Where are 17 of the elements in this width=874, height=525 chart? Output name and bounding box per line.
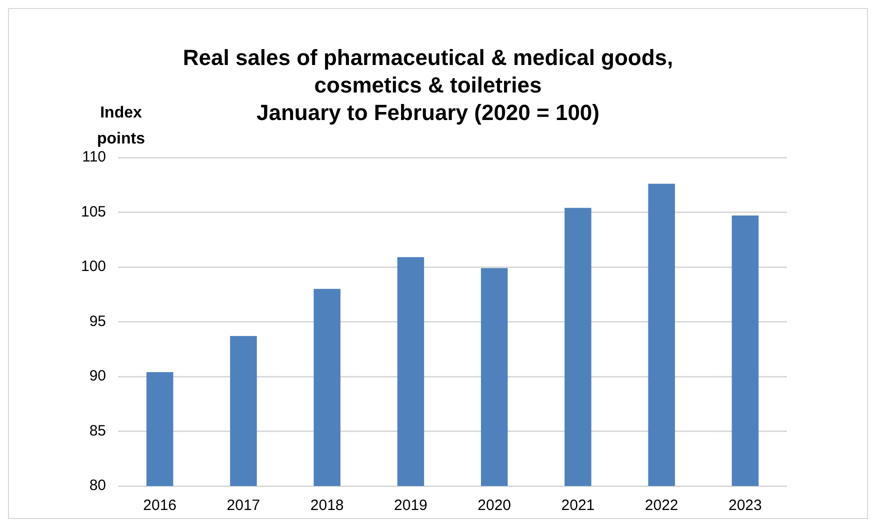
y-tick-label: 105 bbox=[80, 203, 106, 220]
x-tick-label: 2020 bbox=[478, 497, 512, 514]
y-tick-label: 85 bbox=[89, 422, 106, 440]
x-tick-label: 2018 bbox=[310, 497, 344, 514]
y-tick-label: 80 bbox=[89, 477, 106, 494]
x-tick-label: 2017 bbox=[226, 497, 260, 514]
y-tick-label: 95 bbox=[89, 312, 106, 330]
y-tick-label: 90 bbox=[89, 368, 106, 385]
x-tick-label: 2021 bbox=[561, 497, 595, 514]
chart-title: Real sales of pharmaceutical & medical goods, cosmetics & toiletries January to February (2020 = 100) bbox=[182, 44, 674, 125]
y-tick-label: 110 bbox=[82, 148, 106, 166]
x-tick-label: 2016 bbox=[143, 497, 177, 514]
y-axis-title: Index points bbox=[97, 104, 146, 148]
y-tick-label: 100 bbox=[80, 258, 106, 276]
x-tick-label: 2019 bbox=[394, 497, 428, 514]
x-tick-label: 2022 bbox=[644, 497, 678, 514]
x-tick-label: 2023 bbox=[728, 497, 762, 514]
